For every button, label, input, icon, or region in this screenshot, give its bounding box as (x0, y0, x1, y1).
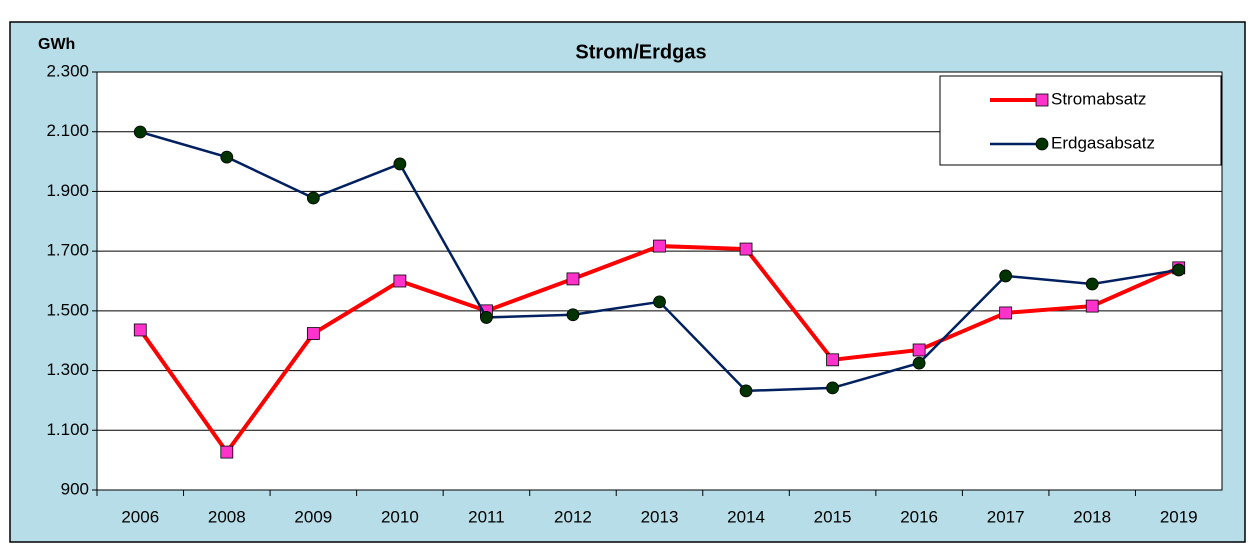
x-tick-label: 2019 (1160, 507, 1198, 526)
y-tick-label: 1.700 (46, 241, 89, 260)
y-axis-label: GWh (38, 36, 75, 53)
x-tick-label: 2006 (121, 507, 159, 526)
marker (133, 125, 147, 139)
marker (999, 269, 1013, 283)
x-tick-label: 2015 (814, 507, 852, 526)
legend-box (939, 75, 1222, 166)
marker (1035, 137, 1049, 151)
marker (220, 150, 234, 164)
marker (306, 191, 320, 205)
y-tick-label: 1.300 (46, 360, 89, 379)
x-tick-label: 2008 (208, 507, 246, 526)
marker (653, 239, 666, 253)
x-tick-label: 2016 (900, 507, 938, 526)
marker (393, 157, 407, 171)
x-tick-label: 2013 (641, 507, 679, 526)
marker (393, 274, 407, 288)
marker (1085, 277, 1099, 291)
marker (566, 308, 580, 322)
marker (999, 306, 1013, 320)
marker (653, 295, 666, 309)
x-tick-label: 2012 (554, 507, 592, 526)
x-tick-label: 2009 (294, 507, 332, 526)
y-tick-label: 2.100 (46, 121, 89, 140)
chart-title: Strom/Erdgas (575, 41, 706, 63)
x-tick-label: 2011 (468, 507, 505, 526)
marker (1085, 299, 1099, 313)
y-tick-label: 900 (61, 479, 89, 498)
marker (306, 327, 320, 340)
marker (912, 343, 926, 357)
marker (739, 242, 753, 256)
marker (1035, 93, 1049, 107)
x-tick-label: 2018 (1073, 507, 1111, 526)
marker (1172, 263, 1186, 277)
y-tick-label: 1.900 (46, 181, 89, 200)
x-tick-label: 2014 (727, 507, 765, 526)
y-tick-label: 2.300 (46, 61, 89, 80)
marker (566, 272, 580, 286)
marker (826, 353, 839, 367)
marker (480, 311, 493, 324)
y-tick-label: 1.100 (46, 420, 89, 439)
marker (133, 323, 147, 337)
marker (220, 445, 234, 459)
x-tick-label: 2017 (987, 507, 1025, 526)
marker (739, 384, 753, 398)
marker (912, 356, 926, 370)
marker (826, 381, 839, 395)
y-tick-label: 1.500 (46, 300, 89, 319)
legend-label: Erdgasabsatz (1051, 133, 1155, 152)
legend-label: Stromabsatz (1051, 89, 1146, 108)
x-tick-label: 2010 (381, 507, 419, 526)
